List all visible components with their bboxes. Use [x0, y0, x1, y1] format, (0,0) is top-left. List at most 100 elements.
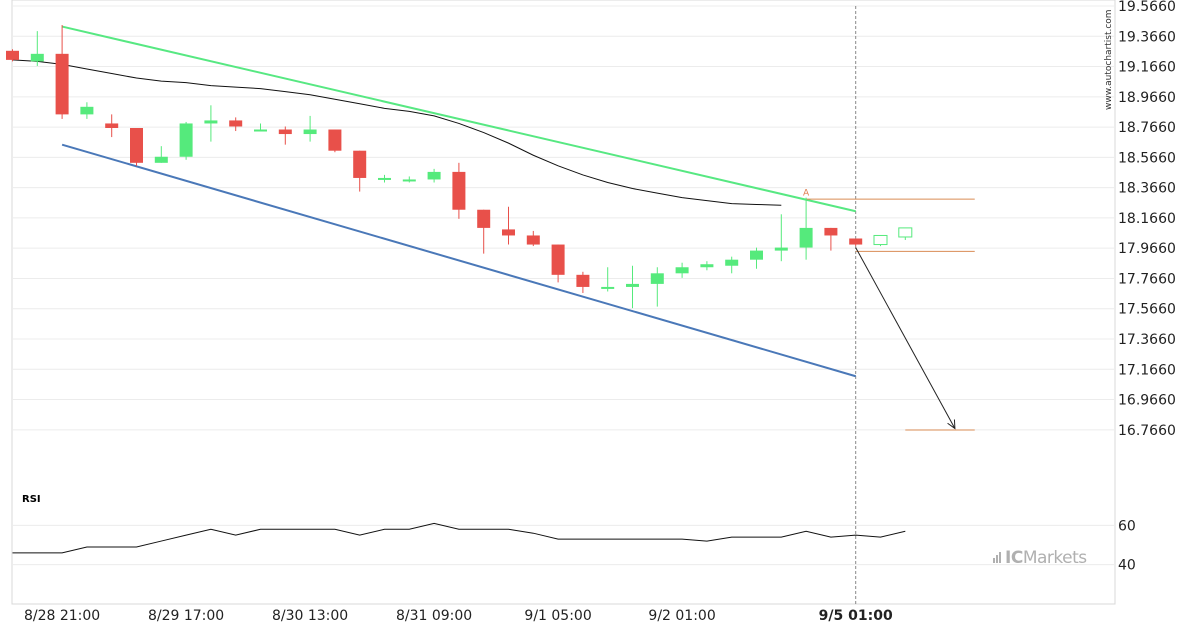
candle-body — [328, 129, 342, 151]
x-tick-label: 8/29 17:00 — [148, 608, 224, 624]
candle — [402, 176, 416, 183]
rsi-tick-label: 40 — [1118, 558, 1136, 574]
candle-body — [824, 227, 838, 236]
candle — [179, 121, 193, 160]
candle-body — [700, 264, 714, 268]
candle-body — [55, 53, 69, 115]
y-tick-label: 18.5660 — [1118, 150, 1176, 166]
candle — [601, 267, 615, 292]
candle-body — [6, 50, 19, 60]
candle-body — [204, 120, 218, 124]
candle-body — [650, 273, 664, 284]
rsi-title: RSI — [22, 494, 41, 505]
candle-body — [799, 227, 813, 248]
x-tick-label: 8/30 13:00 — [272, 608, 348, 624]
candle — [6, 49, 19, 62]
candle — [229, 117, 243, 132]
y-tick-label: 17.7660 — [1118, 271, 1176, 287]
candle-body — [601, 286, 615, 289]
rsi-line — [12, 522, 906, 554]
y-tick-label: 16.9660 — [1118, 393, 1176, 409]
candle — [130, 127, 143, 166]
candle-body — [576, 274, 590, 287]
candle — [898, 227, 913, 241]
y-tick-label: 16.7660 — [1118, 423, 1176, 439]
y-tick-label: 17.3660 — [1118, 332, 1176, 348]
candle-body — [80, 106, 94, 115]
broker-logo: ICMarkets — [993, 548, 1088, 568]
candle-body — [774, 247, 788, 251]
moving-average-line — [12, 59, 782, 206]
candle-body — [154, 156, 168, 163]
candle-body — [402, 179, 416, 182]
candle-body — [353, 150, 367, 178]
candle — [650, 267, 664, 307]
candle — [204, 105, 218, 142]
y-tick-label: 18.7660 — [1118, 120, 1176, 136]
candle-body — [725, 259, 739, 266]
candle-body — [30, 53, 44, 62]
x-tick-label: 8/31 09:00 — [396, 608, 472, 624]
channel-upper-line — [61, 25, 856, 213]
candle — [675, 262, 689, 278]
candle — [502, 206, 515, 245]
y-tick-label: 17.1660 — [1118, 362, 1176, 378]
candle — [254, 123, 267, 132]
candle — [700, 261, 714, 271]
candle — [824, 227, 838, 251]
candle — [774, 214, 788, 262]
candle-body — [105, 123, 119, 128]
candle — [551, 244, 565, 283]
y-tick-label: 17.5660 — [1118, 302, 1176, 318]
candle-body — [179, 123, 193, 157]
candle-body — [750, 250, 763, 260]
candle — [353, 150, 367, 192]
x-tick-label: 9/1 05:00 — [524, 608, 591, 624]
candle — [576, 271, 590, 293]
candle-body — [898, 227, 913, 238]
candle — [303, 115, 317, 142]
candle — [626, 265, 639, 309]
candle — [750, 247, 763, 269]
candle-body — [229, 120, 243, 127]
candle — [849, 238, 863, 247]
candle-body — [675, 267, 689, 274]
candle-body — [551, 244, 565, 275]
candle — [725, 256, 739, 274]
y-tick-label: 18.1660 — [1118, 211, 1176, 227]
candle — [452, 162, 466, 219]
candle-body — [303, 129, 317, 135]
candle-body — [626, 283, 639, 287]
y-tick-label: 18.3660 — [1118, 181, 1176, 197]
candle — [873, 234, 888, 247]
candle-body — [427, 171, 441, 180]
rsi-tick-label: 60 — [1118, 518, 1136, 534]
breakout-marker-label: A — [803, 189, 810, 199]
candle — [80, 102, 94, 119]
y-tick-label: 19.3660 — [1118, 29, 1176, 45]
candle — [477, 209, 491, 254]
candle-body — [378, 177, 391, 180]
candle-body — [526, 235, 540, 245]
candle — [799, 197, 813, 260]
y-tick-label: 17.9660 — [1118, 241, 1176, 257]
candle — [328, 129, 342, 153]
bar-chart-icon — [993, 552, 1001, 563]
candle — [55, 25, 69, 119]
plot-border — [11, 0, 1116, 605]
logo-prefix: IC — [1005, 548, 1023, 568]
y-tick-label: 19.5660 — [1118, 0, 1176, 15]
x-tick-label: 9/5 01:00 — [819, 608, 893, 624]
logo-suffix: Markets — [1023, 548, 1087, 568]
y-tick-label: 19.1660 — [1118, 60, 1176, 76]
candle-body — [130, 127, 143, 163]
candle — [30, 31, 44, 66]
candle — [427, 168, 441, 183]
candle-body — [873, 234, 888, 246]
projection-arrow-line — [855, 247, 956, 429]
candle-body — [278, 129, 292, 135]
channel-lower-line — [61, 143, 856, 378]
y-tick-label: 18.9660 — [1118, 90, 1176, 106]
